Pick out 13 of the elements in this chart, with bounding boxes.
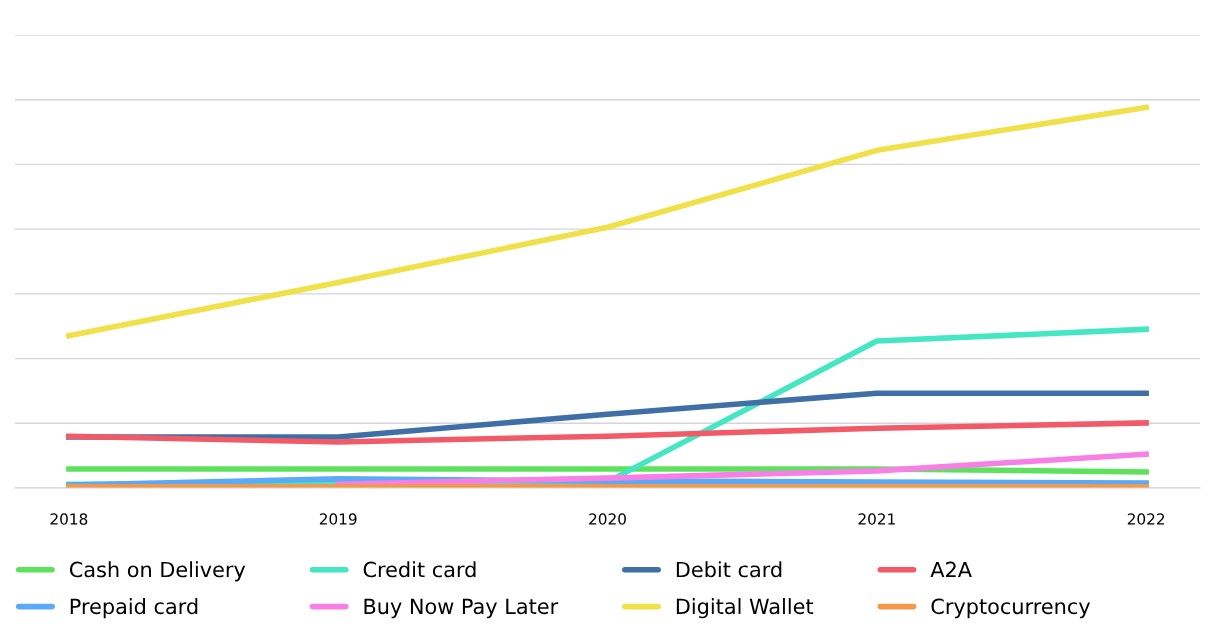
legend-label: Credit card	[363, 561, 476, 578]
legend-label: Cryptocurrency	[931, 598, 1091, 619]
legend-label: Cash on Delivery	[69, 561, 246, 582]
x-tick-label: 2021	[858, 513, 895, 525]
legend-label: Digital Wallet	[676, 598, 814, 619]
legend-label: Buy Now Pay Later	[364, 598, 559, 619]
legend-label: Debit card	[676, 561, 782, 578]
x-tick-label: 2019	[319, 513, 357, 525]
legend-label: Prepaid card	[70, 598, 198, 619]
legend-label: A2A	[930, 561, 972, 578]
x-tick-label: 2018	[50, 513, 88, 525]
x-tick-label: 2022	[1127, 513, 1165, 525]
x-tick-label: 2020	[589, 513, 626, 525]
